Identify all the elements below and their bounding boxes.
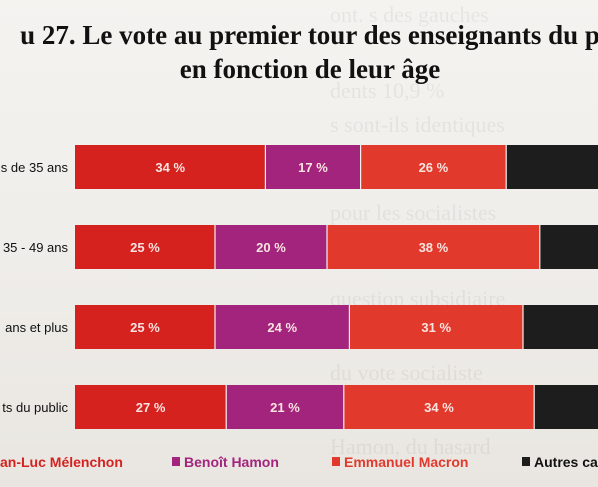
legend-swatch [332, 457, 340, 466]
bar-value-label: 24 % [267, 320, 297, 335]
chart-title-line-2: en fonction de leur âge [179, 54, 441, 84]
bar-segment [360, 145, 507, 189]
bar-value-label: 25 % [130, 320, 160, 335]
bar-segment [75, 145, 266, 189]
bar-value-label: 31 % [421, 320, 451, 335]
category-label: 35 - 49 ans [3, 240, 69, 255]
bar-segment [343, 385, 535, 429]
bar-segment [75, 225, 215, 269]
bar-segment [349, 305, 523, 349]
chart-title: u 27. Le vote au premier tour des enseig… [0, 18, 598, 86]
legend-entry: Benoît Hamon [184, 454, 279, 470]
bar-value-label: 25 % [130, 240, 160, 255]
legend-entry: Emmanuel Macron [344, 454, 468, 470]
bar-value-label: 21 % [270, 400, 300, 415]
bar-segment [506, 145, 598, 189]
chart-title-line-1: u 27. Le vote au premier tour des enseig… [20, 20, 598, 50]
bar-value-label: 17 % [298, 160, 328, 175]
legend-swatch [172, 457, 180, 466]
legend-entry: Autres ca [534, 454, 598, 470]
bar-segment [75, 385, 227, 429]
bar-segment [523, 305, 598, 349]
bar-segment [534, 385, 598, 429]
bar-segment [215, 225, 327, 269]
bar-value-label: 38 % [419, 240, 449, 255]
legend-entry: an-Luc Mélenchon [0, 454, 123, 470]
category-label: ts du public [2, 400, 68, 415]
bar-segment [327, 225, 540, 269]
bar-value-label: 27 % [136, 400, 166, 415]
bar-segment [75, 305, 215, 349]
category-label: s de 35 ans [1, 160, 69, 175]
bar-value-label: 34 % [155, 160, 185, 175]
bar-segment [265, 145, 361, 189]
bar-segment [226, 385, 344, 429]
legend-swatch [522, 457, 530, 466]
bar-value-label: 26 % [419, 160, 449, 175]
bar-value-label: 20 % [256, 240, 286, 255]
bar-value-label: 34 % [424, 400, 454, 415]
category-label: ans et plus [5, 320, 68, 335]
bar-segment [215, 305, 350, 349]
bar-segment [539, 225, 598, 269]
